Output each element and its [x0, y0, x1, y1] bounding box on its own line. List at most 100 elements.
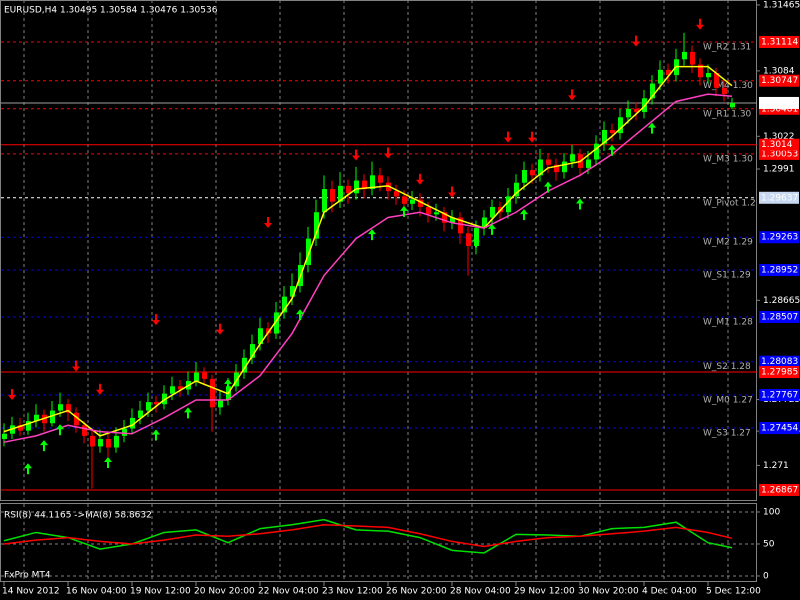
candle-body [458, 217, 463, 234]
candle-body [114, 435, 119, 448]
pivot-name: W_M3 1.30 [703, 154, 753, 164]
pivot-name: W_M1 1.28 [703, 317, 753, 327]
candle-body [90, 435, 95, 447]
moving-average [3, 93, 733, 443]
x-tick-label: 4 Dec 04:00 [642, 587, 697, 597]
candle-body [58, 404, 63, 411]
rsi-line [3, 518, 733, 554]
candle-body [730, 102, 735, 108]
candle-body [290, 286, 295, 297]
y-tick-label: 1.271 [763, 461, 789, 471]
candle-body [722, 87, 727, 95]
candle-body [706, 72, 711, 78]
sell-arrow [528, 131, 536, 143]
buy-arrow [296, 309, 304, 321]
candle-body [682, 51, 687, 60]
buy-arrow [576, 198, 584, 210]
candle-body [434, 212, 439, 215]
x-tick-label: 22 Nov 04:00 [258, 587, 319, 597]
level-price-label-bg [759, 483, 799, 496]
pivot-name: W_S3 1.27 [703, 429, 751, 439]
pivot-price-label: 1.28952 [761, 266, 798, 276]
x-tick-label: 26 Nov 20:00 [386, 587, 447, 597]
candle-body [522, 170, 527, 183]
pivot-name: W_M4 1.30 [703, 81, 753, 91]
sell-arrow [632, 35, 640, 47]
candle-body [634, 108, 639, 113]
y-tick-label: 1.31465 [763, 0, 800, 10]
candle-body [106, 439, 111, 448]
candle-body [370, 175, 375, 190]
candle-body [146, 402, 151, 411]
x-tick-label: 23 Nov 12:00 [322, 587, 383, 597]
sell-arrow [264, 217, 272, 229]
pivot-price-label: 1.29637 [761, 193, 798, 203]
candle-body [362, 180, 367, 190]
pivot-price-label-bg [759, 35, 799, 48]
pivot-name: W_R1 1.30 [703, 109, 752, 119]
candle-body [82, 425, 87, 436]
candle-body [130, 417, 135, 429]
x-tick-label: 16 Nov 04:00 [66, 587, 127, 597]
buy-arrow [104, 456, 112, 468]
candle-body [490, 206, 495, 218]
y-tick-label: 1.3084 [763, 66, 795, 76]
pivot-price-label-bg [759, 74, 799, 87]
candle-body [530, 170, 535, 176]
candle-body [482, 217, 487, 229]
x-tick-label: 29 Nov 12:00 [514, 587, 575, 597]
y-tick-label: 1.2991 [763, 164, 795, 174]
pivot-price-label: 1.30747 [761, 76, 798, 86]
candle-body [394, 191, 399, 197]
x-tick-label: 19 Nov 12:00 [130, 587, 191, 597]
x-tick-label: 28 Nov 04:00 [450, 587, 511, 597]
sell-arrow [416, 173, 424, 185]
chart-title: EURUSD,H4 1.30495 1.30584 1.30476 1.3053… [4, 6, 218, 16]
candle-body [378, 175, 383, 183]
candle-body [218, 400, 223, 408]
level-price-label: 1.26867 [761, 485, 798, 495]
candle-body [210, 378, 215, 408]
candle-body [650, 83, 655, 99]
candle-body [346, 185, 351, 194]
candle-body [98, 439, 103, 447]
sell-arrow [504, 131, 512, 143]
level-price-label: 1.27985 [761, 368, 798, 378]
candle-body [202, 372, 207, 379]
buy-arrow [608, 144, 616, 156]
moving-average [3, 65, 733, 437]
pivot-name: W_S1 1.29 [703, 271, 751, 281]
candle-body [170, 386, 175, 394]
candle-body [154, 402, 159, 405]
buy-arrow [184, 407, 192, 419]
candle-body [602, 129, 607, 144]
level-price-label-bg [759, 138, 799, 151]
candle-body [138, 410, 143, 418]
pivot-price-label-bg [759, 191, 799, 204]
buy-arrow [400, 205, 408, 217]
candle-body [666, 69, 671, 76]
candle-body [314, 212, 319, 239]
candle-body [330, 189, 335, 202]
candle-body [402, 196, 407, 204]
pivot-price-label: 1.29263 [761, 233, 798, 243]
candle-body [2, 433, 7, 440]
current-price-label-bg [759, 96, 799, 109]
buy-arrow [544, 181, 552, 193]
x-tick-label: 5 Dec 12:00 [706, 587, 761, 597]
pivot-name: W_R2 1.31 [703, 42, 751, 52]
candle-body [610, 129, 615, 134]
sell-arrow [96, 383, 104, 395]
buy-arrow [472, 236, 480, 248]
rsi-title: RSI(8) 44.1165 ->MA(8) 58.8632 [4, 511, 152, 521]
buy-arrow [520, 209, 528, 221]
buy-arrow [368, 229, 376, 241]
candle-body [66, 404, 71, 413]
candle-body [418, 199, 423, 207]
pivot-name: W_S2 1.28 [703, 362, 751, 372]
pivot-price-label: 1.28507 [761, 312, 798, 322]
buy-arrow [40, 440, 48, 452]
candle-body [554, 164, 559, 173]
sell-arrow [568, 89, 576, 101]
pivot-price-label: 1.30481 [761, 104, 798, 114]
